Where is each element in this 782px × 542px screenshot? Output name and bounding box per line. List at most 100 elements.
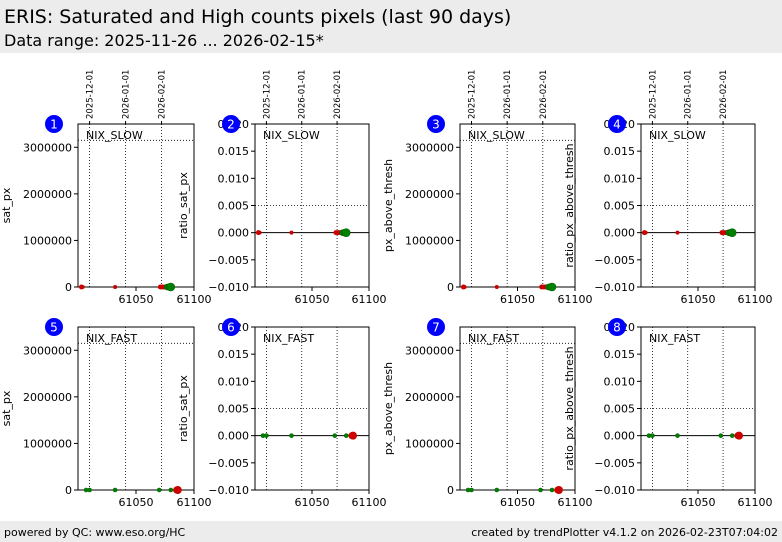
panel-number-label: 1 [50,118,58,132]
y-tick-label: 0.010 [218,375,250,388]
panel-number-badge [427,318,445,336]
y-tick-label: 3000000 [23,141,72,154]
panel-label: NIX_FAST [86,332,137,345]
x-tick-label: 61050 [295,293,330,306]
y-tick-label: 0.000 [604,227,636,240]
x-tick-label: 61050 [119,293,154,306]
panel-number-badge [45,115,63,133]
axes-frame [459,326,576,491]
y-tick-label: 3000000 [405,141,454,154]
y-tick-label: 0 [447,281,454,294]
y-tick-label: 0.005 [218,200,250,213]
y-tick-label: −0.010 [208,281,249,294]
y-tick-label: 0.005 [218,403,250,416]
y-axis-label: px_above_thresh [382,362,395,455]
panel-label: NIX_SLOW [86,129,143,142]
y-tick-label: −0.005 [208,254,249,267]
y-tick-label: −0.005 [594,254,635,267]
x-tick-label: 61100 [352,496,387,509]
panel-label: NIX_SLOW [468,129,525,142]
chart-panel-5: 0 1000000 2000000 3000000 61050 61100 sat_px NI… [0,318,212,509]
footer-created-by: created by trendPlotter v4.1.2 on 2026-0… [471,526,778,539]
data-point [80,285,85,289]
chart-panel-1: 0 1000000 2000000 3000000 61050 61100 2025-12-… [0,70,212,306]
data-point [675,230,680,235]
panel-number-label: 3 [432,118,440,132]
date-tick-label: 2026-02-01 [719,70,729,119]
data-point [538,487,543,493]
data-point [494,487,500,493]
data-point [289,230,294,235]
date-tick-label: 2026-02-01 [158,70,168,119]
report-header: ERIS: Saturated and High counts pixels (… [0,0,782,53]
panel-number-label: 5 [50,321,58,335]
data-point [469,487,474,493]
panel-number-badge [222,115,240,133]
date-tick-label: 2025-12-01 [648,70,658,119]
panel-label: NIX_FAST [649,332,700,345]
x-tick-label: 61100 [738,496,773,509]
y-tick-label: −0.010 [594,281,635,294]
date-tick-label: 2026-02-01 [539,70,549,119]
panel-number-label: 8 [613,321,621,335]
data-point [718,433,724,438]
y-tick-label: 2000000 [405,188,454,201]
x-tick-label: 61100 [177,496,212,509]
panel-number-label: 7 [432,321,440,335]
y-tick-label: 0 [65,484,72,497]
y-tick-label: 0 [447,484,454,497]
y-axis-label: sat_px [0,390,13,426]
data-point [729,433,735,438]
chart-panel-3: 0 1000000 2000000 3000000 61050 61100 2025-12-… [382,70,593,306]
y-tick-label: 2000000 [23,391,72,404]
y-tick-label: 0.000 [218,430,250,443]
y-tick-label: 0.015 [218,145,250,158]
x-tick-label: 61050 [681,293,716,306]
y-tick-label: 0.015 [604,348,636,361]
y-axis-label: ratio_px_above_thresh [563,346,576,470]
y-tick-label: 0.015 [218,348,250,361]
y-tick-label: 2000000 [23,188,72,201]
x-tick-label: 61100 [177,293,212,306]
y-tick-label: 0.000 [218,227,250,240]
panel-number-badge [608,115,626,133]
panel-label: NIX_FAST [468,332,519,345]
data-point [341,228,351,237]
x-tick-label: 61100 [352,293,387,306]
y-tick-label: 1000000 [23,437,72,450]
data-point [166,282,176,292]
y-axis-label: ratio_sat_px [177,172,190,239]
x-tick-label: 61100 [558,496,593,509]
date-tick-label: 2025-12-01 [468,70,478,119]
chart-panel-8: −0.010−0.0050.0000.0050.0100.0150.020610… [563,318,773,509]
panel-label: NIX_SLOW [263,129,320,142]
data-point [462,285,467,289]
data-point [173,486,182,494]
data-range-subtitle: Data range: 2025-11-26 ... 2026-02-15* [4,31,324,50]
y-tick-label: 0.010 [218,172,250,185]
data-point [735,431,744,440]
y-axis-label: ratio_sat_px [177,375,190,442]
panel-number-badge [222,318,240,336]
date-tick-label: 2026-02-01 [333,70,343,119]
date-tick-label: 2025-12-01 [262,70,272,119]
y-tick-label: −0.010 [208,484,249,497]
y-tick-label: 2000000 [405,391,454,404]
y-tick-label: −0.005 [208,457,249,470]
y-axis-label: px_above_thresh [382,159,395,252]
data-point [168,487,174,493]
x-tick-label: 61050 [500,496,535,509]
data-point [343,433,349,438]
x-tick-label: 61050 [500,293,535,306]
data-point [675,433,680,438]
x-tick-label: 61100 [738,293,773,306]
axes-frame [459,123,576,288]
data-point [332,433,338,438]
data-point [257,230,262,235]
axes-frame [77,123,195,288]
footer-powered-by: powered by QC: www.eso.org/HC [4,526,186,539]
y-tick-label: −0.005 [594,457,635,470]
y-tick-label: 0.005 [604,200,636,213]
y-tick-label: −0.010 [594,484,635,497]
chart-panel-6: −0.010−0.0050.0000.0050.0100.0150.020610… [177,318,387,509]
